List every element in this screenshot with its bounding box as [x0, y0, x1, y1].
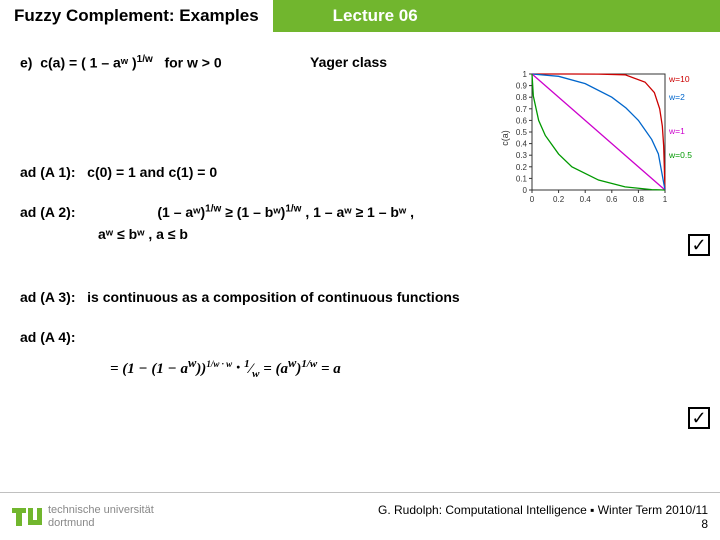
a3-label: ad (A 3):: [20, 289, 75, 305]
formula-exponent: 1/w: [137, 54, 153, 65]
footer-credit: G. Rudolph: Computational Intelligence ▪…: [378, 503, 708, 531]
svg-text:w=10: w=10: [668, 74, 690, 84]
slide-footer: technische universität dortmund G. Rudol…: [0, 492, 720, 540]
svg-text:w=1: w=1: [668, 126, 685, 136]
class-name: Yager class: [310, 54, 387, 70]
svg-text:0.4: 0.4: [516, 140, 528, 149]
a1-label: ad (A 1):: [20, 164, 75, 180]
a2-part3: , 1 – aʷ ≥ 1 – bʷ ,: [301, 204, 414, 220]
slide-title: Fuzzy Complement: Examples: [0, 0, 273, 32]
university-logo: technische universität dortmund: [12, 502, 154, 532]
page-number: 8: [701, 517, 708, 531]
a4-formula: = (1 − (1 − aw))1/w · w · 1⁄w = (aw)1/w …: [110, 353, 700, 384]
svg-text:0: 0: [523, 186, 528, 195]
tu-logo-icon: [12, 502, 42, 532]
credit-text: G. Rudolph: Computational Intelligence ▪…: [378, 503, 708, 517]
a2-line2: aʷ ≤ bʷ , a ≤ b: [98, 223, 188, 245]
slide-header: Fuzzy Complement: Examples Lecture 06: [0, 0, 720, 32]
svg-text:1: 1: [523, 70, 528, 79]
svg-text:w=0.5: w=0.5: [668, 150, 692, 160]
a2-label: ad (A 2):: [20, 204, 75, 220]
formula-condition: for w > 0: [164, 55, 221, 71]
university-name: technische universität dortmund: [48, 504, 154, 528]
svg-text:0.3: 0.3: [516, 151, 528, 160]
svg-text:0.9: 0.9: [516, 82, 528, 91]
uni-line2: dortmund: [48, 517, 94, 529]
a4-label: ad (A 4):: [20, 329, 75, 345]
a2-exp1: 1/w: [205, 203, 221, 214]
a2-part2: ≥ (1 – bʷ): [221, 204, 285, 220]
a1-text: c(0) = 1 and c(1) = 0: [87, 164, 217, 180]
yager-chart: 00.20.40.60.8100.10.20.30.40.50.60.70.80…: [500, 68, 710, 208]
item-marker: e): [20, 55, 32, 71]
proof-a4: ad (A 4): = (1 − (1 − aw))1/w · w · 1⁄w …: [20, 326, 700, 383]
main-content: e) c(a) = ( 1 – aʷ )1/w for w > 0 Yager …: [0, 32, 720, 383]
svg-text:0.8: 0.8: [516, 93, 528, 102]
svg-text:c(a): c(a): [500, 130, 510, 146]
uni-line1: technische universität: [48, 504, 154, 516]
svg-text:w=2: w=2: [668, 92, 685, 102]
lecture-label: Lecture 06: [273, 6, 418, 26]
a3-text: is continuous as a composition of contin…: [87, 289, 460, 305]
a2-part1: (1 – aʷ): [157, 204, 205, 220]
proof-a3: ad (A 3): is continuous as a composition…: [20, 286, 700, 308]
a2-exp2: 1/w: [285, 203, 301, 214]
checkmark-a2: ✓: [688, 234, 710, 256]
svg-text:0.7: 0.7: [516, 105, 528, 114]
formula-base: c(a) = ( 1 – aʷ ): [40, 55, 136, 71]
svg-text:0.5: 0.5: [516, 128, 528, 137]
proof-a2: ad (A 2): (1 – aʷ)1/w ≥ (1 – bʷ)1/w , 1 …: [20, 201, 700, 246]
proof-a1: ad (A 1): c(0) = 1 and c(1) = 0: [20, 161, 700, 183]
svg-text:0.6: 0.6: [516, 116, 528, 125]
checkmark-a4: ✓: [688, 407, 710, 429]
